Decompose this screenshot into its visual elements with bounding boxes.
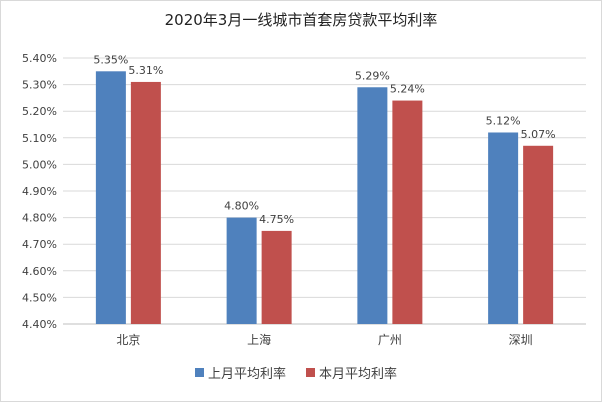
data-label: 5.12% [486, 114, 521, 127]
data-label: 5.29% [355, 69, 390, 82]
data-label: 4.80% [224, 200, 259, 213]
y-tick-label: 4.50% [22, 291, 57, 304]
bar-2-1 [392, 100, 423, 324]
x-tick-label: 深圳 [509, 333, 533, 347]
bar-1-0 [226, 217, 257, 324]
x-tick-label: 广州 [378, 333, 402, 347]
legend-swatch [306, 368, 315, 377]
data-label: 5.35% [93, 53, 128, 66]
y-tick-label: 4.90% [22, 185, 57, 198]
y-tick-label: 4.70% [22, 238, 57, 251]
bar-2-0 [357, 87, 388, 324]
y-tick-label: 5.30% [22, 79, 57, 92]
bar-1-1 [261, 230, 292, 324]
bar-0-0 [95, 71, 126, 324]
x-tick-label: 上海 [247, 332, 271, 347]
data-label: 4.75% [259, 213, 294, 226]
y-tick-label: 5.10% [22, 132, 57, 145]
data-label: 5.31% [128, 64, 163, 77]
bar-0-1 [130, 81, 161, 324]
y-tick-label: 5.20% [22, 105, 57, 118]
y-tick-label: 4.60% [22, 265, 57, 278]
bar-3-0 [488, 132, 519, 324]
y-tick-label: 4.40% [22, 318, 57, 331]
chart-title: 2020年3月一线城市首套房贷款平均利率 [165, 11, 438, 29]
legend-swatch [195, 368, 204, 377]
x-tick-label: 北京 [116, 333, 140, 347]
y-tick-label: 5.40% [22, 52, 57, 65]
data-label: 5.24% [390, 83, 425, 96]
legend-label: 上月平均利率 [208, 366, 286, 382]
bar-3-1 [523, 145, 554, 324]
y-tick-label: 5.00% [22, 158, 57, 171]
data-label: 5.07% [521, 128, 556, 141]
y-tick-label: 4.80% [22, 212, 57, 225]
legend-label: 本月平均利率 [319, 366, 397, 382]
